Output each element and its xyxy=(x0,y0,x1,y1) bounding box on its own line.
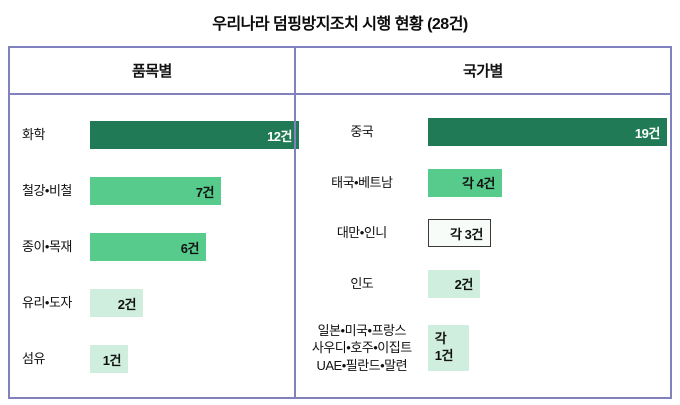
bar-value-label: 각 3건 xyxy=(450,226,483,242)
bar: 7건 xyxy=(90,177,221,205)
bar: 6건 xyxy=(90,233,206,261)
category-label: 화학 xyxy=(22,127,45,143)
chart-row: 종이•목재 6건 xyxy=(10,219,294,275)
bar: 각 1건 xyxy=(427,324,469,371)
chart-row: 화학 12건 xyxy=(10,107,299,163)
bar: 2건 xyxy=(427,269,480,298)
category-label: 대만•인니 xyxy=(336,225,387,241)
chart-row: 철강•비철 7건 xyxy=(10,163,294,219)
bar: 각 3건 xyxy=(427,219,491,248)
bar-value-label: 2건 xyxy=(454,277,474,293)
bar: 1건 xyxy=(90,345,128,373)
category-label: 인도 xyxy=(350,275,374,291)
header-by-item: 품목별 xyxy=(131,63,172,80)
category-label: 섬유 xyxy=(22,351,45,367)
bar-value-label: 12건 xyxy=(267,128,292,144)
bar-value-label: 7건 xyxy=(195,184,215,200)
bar-value-label: 2건 xyxy=(117,296,137,312)
chart-row: 유리•도자 2건 xyxy=(10,275,294,331)
bar: 각 4건 xyxy=(427,168,502,197)
bar-value-label: 6건 xyxy=(180,240,200,256)
bar-value-label: 각 4건 xyxy=(462,176,495,192)
bar: 19건 xyxy=(427,118,667,147)
bar-value-label: 각 1건 xyxy=(434,331,454,363)
chart-row: 태국•베트남 각 4건 xyxy=(296,157,670,207)
bar-value-label: 1건 xyxy=(102,352,122,368)
chart-row: 중국 19건 xyxy=(296,107,670,157)
bar: 2건 xyxy=(90,289,143,317)
table-header-row: 품목별 국가별 xyxy=(10,48,670,95)
chart-row: 인도 2건 xyxy=(296,258,670,308)
category-label: 유리•도자 xyxy=(22,295,72,311)
category-label: 종이•목재 xyxy=(22,239,72,255)
bar-value-label: 19건 xyxy=(634,125,660,141)
category-label: 일본•미국•프랑스 사우디•호주•이집트 UAE•필란드•말련 xyxy=(311,322,412,373)
category-label: 태국•베트남 xyxy=(331,174,393,190)
bar: 12건 xyxy=(90,121,299,149)
chart-row: 대만•인니 각 3건 xyxy=(296,208,670,258)
category-label: 철강•비철 xyxy=(22,183,72,199)
chart-title: 우리나라 덤핑방지조치 시행 현황 (28건) xyxy=(212,16,468,33)
category-label: 중국 xyxy=(350,124,374,140)
chart-row: 일본•미국•프랑스 사우디•호주•이집트 UAE•필란드•말련 각 1건 xyxy=(296,309,670,387)
chart-row: 섬유 1건 xyxy=(10,331,294,387)
header-by-country: 국가별 xyxy=(293,48,670,93)
